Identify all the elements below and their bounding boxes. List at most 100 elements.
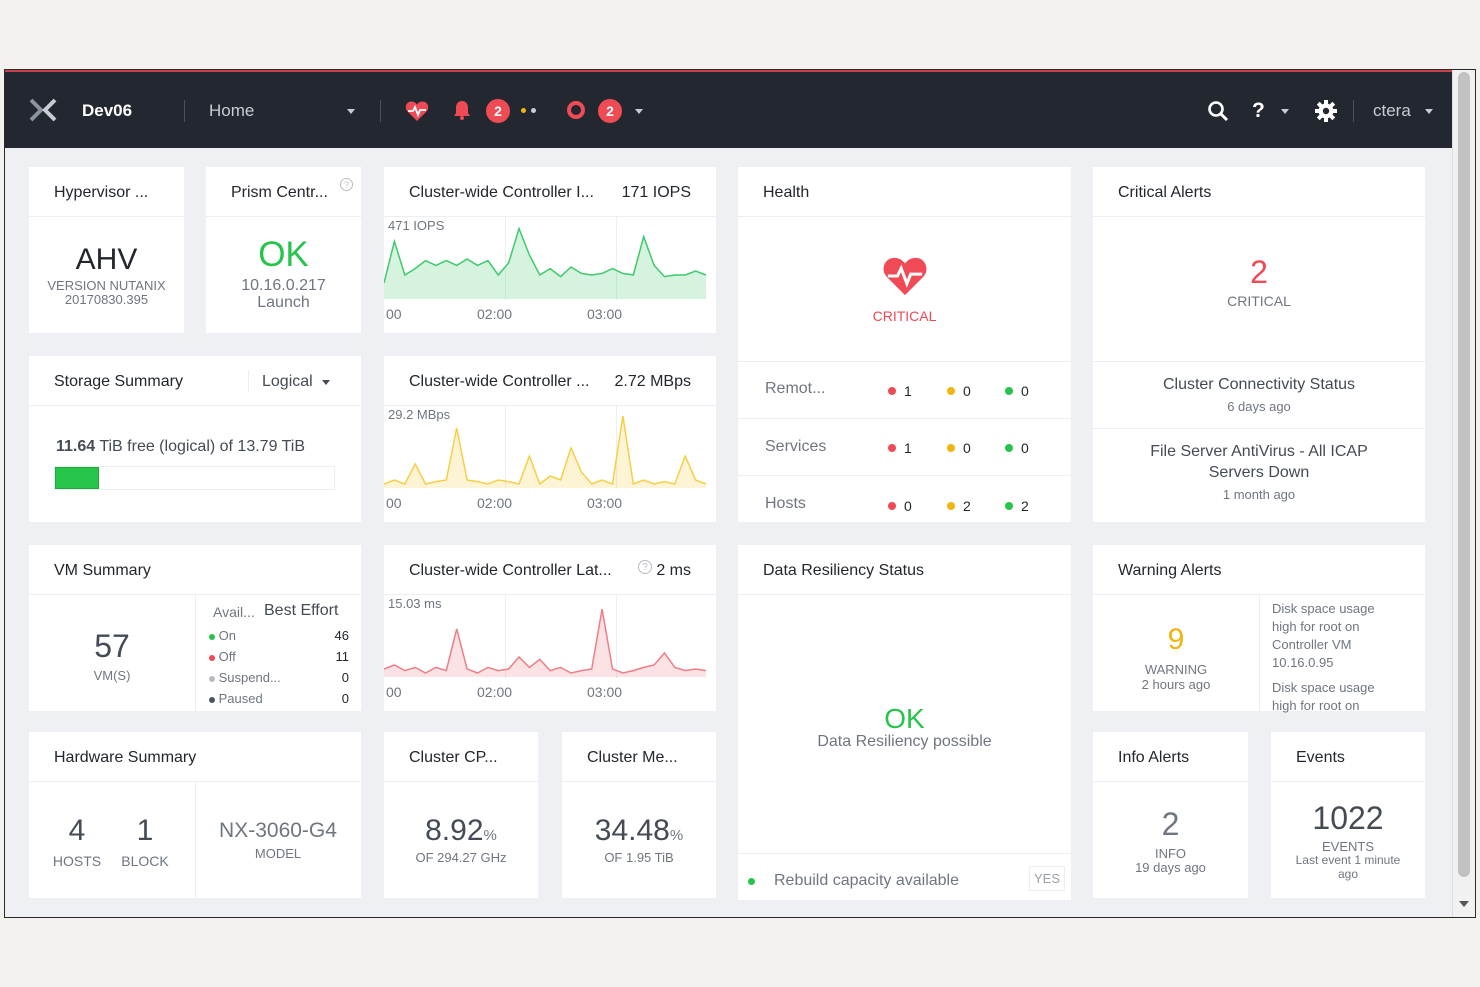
bell-icon[interactable] bbox=[453, 100, 471, 120]
hypervisor-type: AHV bbox=[75, 243, 138, 276]
tasks-ring-icon[interactable] bbox=[566, 100, 586, 120]
hardware-summary-widget[interactable]: Hardware Summary 4 HOSTS 1 BLOCK NX-3060… bbox=[29, 732, 361, 898]
data-resiliency-widget[interactable]: Data Resiliency Status OK Data Resilienc… bbox=[738, 545, 1071, 900]
storage-mode-select[interactable]: Logical bbox=[262, 373, 330, 391]
alerts-count-badge[interactable]: 2 bbox=[486, 99, 510, 123]
more-dots-icon[interactable] bbox=[521, 108, 536, 113]
storage-summary-widget[interactable]: Storage Summary Logical 11.64 TiB free (… bbox=[29, 356, 361, 522]
blocks-count: 1 bbox=[136, 814, 154, 847]
search-icon[interactable] bbox=[1207, 100, 1229, 122]
rebuild-capacity-row: Rebuild capacity available bbox=[748, 872, 959, 890]
events-label: EVENTS bbox=[1321, 839, 1374, 854]
warning-alerts-widget[interactable]: Warning Alerts 9 WARNING 2 hours ago Dis… bbox=[1093, 545, 1425, 713]
storage-free-text: 11.64 TiB free (logical) of 13.79 TiB bbox=[56, 438, 306, 455]
current-latency: 2 ms bbox=[656, 562, 691, 579]
health-row-label[interactable]: Services bbox=[765, 438, 827, 455]
health-row-label[interactable]: Remot... bbox=[765, 380, 826, 397]
user-menu[interactable]: ctera bbox=[1373, 101, 1411, 120]
help-icon[interactable]: ? bbox=[1252, 99, 1265, 122]
scroll-down-arrow-icon[interactable] bbox=[1459, 901, 1469, 907]
launch-link[interactable]: Launch bbox=[257, 294, 310, 311]
prism-status: OK bbox=[258, 235, 309, 274]
cluster-memory-widget[interactable]: Cluster Me... 34.48% OF 1.95 TiB bbox=[562, 732, 716, 898]
health-row-label[interactable]: Hosts bbox=[765, 495, 806, 512]
vm-state-row[interactable]: On 46 bbox=[209, 628, 349, 643]
latency-sparkline bbox=[384, 608, 707, 677]
hosts-label: HOSTS bbox=[52, 853, 102, 869]
tasks-count-badge[interactable]: 2 bbox=[598, 99, 622, 123]
hosts-count: 4 bbox=[68, 814, 86, 847]
memory-capacity: OF 1.95 TiB bbox=[604, 850, 674, 865]
bandwidth-chart-widget[interactable]: Cluster-wide Controller ... 2.72 MBps 29… bbox=[384, 356, 716, 522]
cluster-name[interactable]: Dev06 bbox=[82, 101, 133, 120]
chevron-down-icon[interactable] bbox=[1281, 109, 1289, 114]
alert-item-title[interactable]: Cluster Connectivity Status bbox=[1162, 376, 1356, 393]
chevron-down-icon[interactable] bbox=[347, 109, 355, 114]
vm-state-row[interactable]: Paused 0 bbox=[209, 691, 349, 706]
info-alerts-widget[interactable]: Info Alerts 2 INFO 19 days ago bbox=[1093, 732, 1248, 898]
alert-item-title[interactable]: File Server AntiVirus - All ICAP bbox=[1150, 443, 1368, 460]
health-heart-icon[interactable] bbox=[405, 100, 429, 122]
widget-title: Info Alerts bbox=[1093, 732, 1248, 782]
tick-label: 02:00 bbox=[477, 306, 513, 322]
health-status: CRITICAL bbox=[872, 308, 937, 324]
chevron-down-icon[interactable] bbox=[1425, 109, 1433, 114]
top-navigation-bar: Dev06 Home 2 2 ? ctera bbox=[5, 70, 1453, 148]
vm-summary-widget[interactable]: VM Summary 57 VM(S) Avail... Best Effort… bbox=[29, 545, 361, 711]
scrollbar-thumb[interactable] bbox=[1458, 72, 1470, 877]
warning-count[interactable]: 2 bbox=[947, 498, 971, 514]
hypervisor-widget[interactable]: Hypervisor ... AHV VERSION NUTANIX 20170… bbox=[29, 167, 184, 333]
best-effort-column[interactable]: Best Effort bbox=[264, 602, 339, 619]
sparkline-area bbox=[384, 228, 706, 299]
cluster-cpu-widget[interactable]: Cluster CP... 8.92% OF 294.27 GHz bbox=[384, 732, 538, 898]
vm-state-row[interactable]: Off 11 bbox=[209, 649, 349, 664]
critical-count[interactable]: 1 bbox=[888, 383, 912, 399]
events-count: 1022 bbox=[1312, 800, 1384, 836]
events-widget[interactable]: Events 1022 EVENTS Last event 1 minute a… bbox=[1271, 732, 1425, 898]
widget-title: Prism Centr... bbox=[206, 167, 361, 217]
widget-title: Cluster-wide Controller ... bbox=[384, 356, 716, 406]
iops-sparkline bbox=[384, 226, 707, 299]
info-icon[interactable]: ? bbox=[340, 178, 353, 191]
sparkline-line bbox=[384, 415, 707, 486]
latency-chart-widget[interactable]: Cluster-wide Controller Lat... ? 2 ms 15… bbox=[384, 545, 716, 711]
sparkline-area bbox=[384, 416, 706, 488]
peak-label: 471 IOPS bbox=[388, 218, 445, 233]
warning-count[interactable]: 0 bbox=[947, 440, 971, 456]
last-event-text-cont: ago bbox=[1337, 867, 1359, 881]
good-count[interactable]: 2 bbox=[1005, 498, 1029, 514]
warning-count[interactable]: 0 bbox=[947, 383, 971, 399]
sparkline-area bbox=[384, 609, 706, 677]
page-scrollbar[interactable] bbox=[1452, 70, 1475, 917]
alert-item-title-cont[interactable]: Servers Down bbox=[1208, 464, 1310, 481]
good-count[interactable]: 0 bbox=[1005, 440, 1029, 456]
chevron-down-icon bbox=[321, 379, 330, 385]
tick-label: 02:00 bbox=[477, 495, 513, 511]
last-event-text: Last event 1 minute bbox=[1295, 853, 1401, 867]
critical-count[interactable]: 1 bbox=[888, 440, 912, 456]
rebuild-capacity-value: YES bbox=[1028, 866, 1065, 891]
availability-column[interactable]: Avail... bbox=[213, 604, 255, 620]
tick-label: 00 bbox=[386, 495, 402, 511]
nutanix-logo-icon[interactable] bbox=[29, 98, 57, 122]
cpu-usage: 8.92% bbox=[425, 814, 497, 847]
info-count: 2 bbox=[1161, 806, 1180, 842]
widget-title: Data Resiliency Status bbox=[738, 545, 1071, 595]
nav-home-menu[interactable]: Home bbox=[209, 101, 255, 120]
vm-state-row[interactable]: Suspend... 0 bbox=[209, 670, 349, 685]
chevron-down-icon[interactable] bbox=[635, 109, 643, 114]
gear-icon[interactable] bbox=[1314, 99, 1338, 123]
critical-alerts-widget[interactable]: Critical Alerts 2 CRITICAL Cluster Conne… bbox=[1093, 167, 1425, 522]
model-label: MODEL bbox=[254, 846, 302, 861]
widget-title: Cluster-wide Controller I... bbox=[384, 167, 716, 217]
critical-count[interactable]: 0 bbox=[888, 498, 912, 514]
iops-chart-widget[interactable]: Cluster-wide Controller I... 171 IOPS 47… bbox=[384, 167, 716, 333]
hypervisor-version-number: 20170830.395 bbox=[64, 292, 149, 307]
prism-central-widget[interactable]: Prism Centr... ? OK 10.16.0.217 Launch bbox=[206, 167, 361, 333]
warning-alert-list[interactable]: Disk space usage high for root on Contro… bbox=[1272, 601, 1375, 713]
good-count[interactable]: 0 bbox=[1005, 383, 1029, 399]
health-widget[interactable]: Health CRITICAL Remot... 1 0 0 Services … bbox=[738, 167, 1071, 522]
widget-title: Cluster Me... bbox=[562, 732, 716, 782]
info-icon[interactable]: ? bbox=[638, 560, 652, 574]
tick-label: 03:00 bbox=[587, 306, 623, 322]
